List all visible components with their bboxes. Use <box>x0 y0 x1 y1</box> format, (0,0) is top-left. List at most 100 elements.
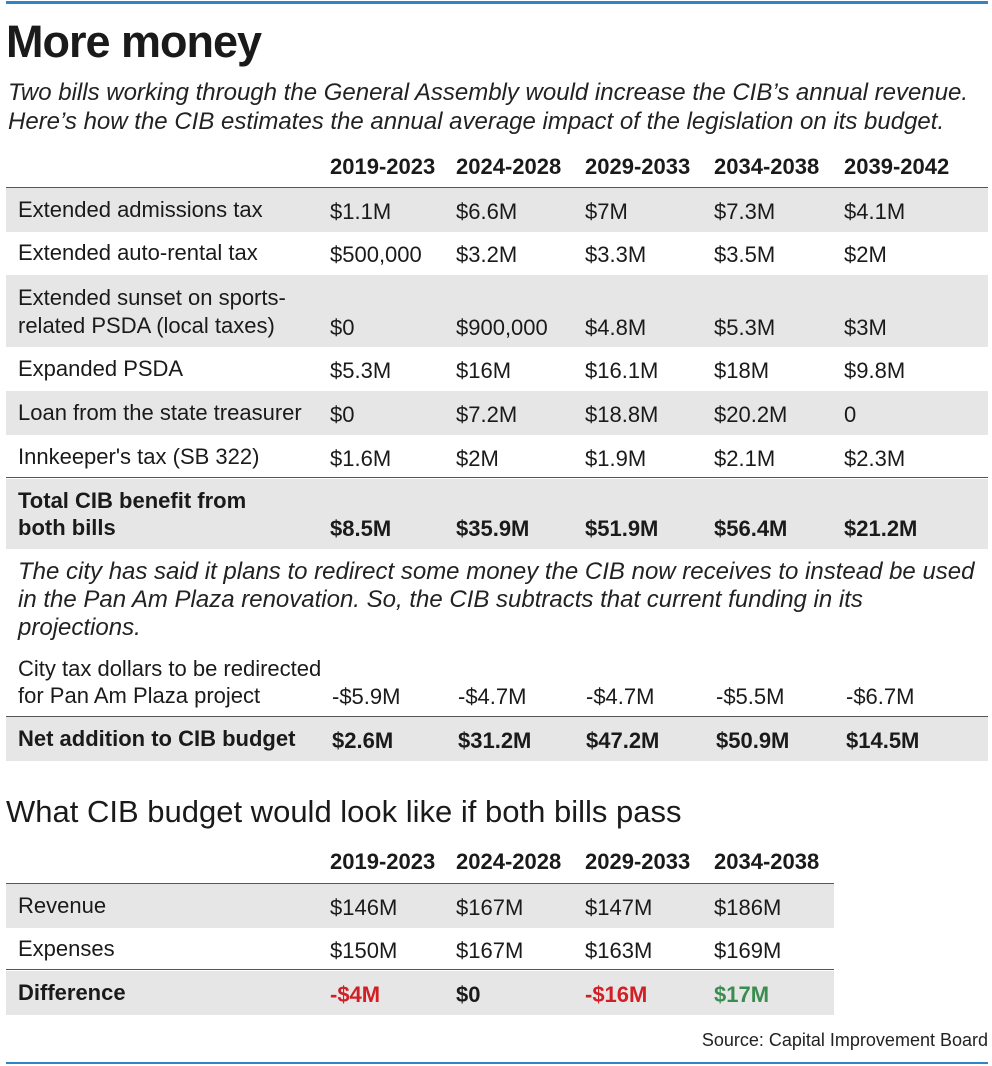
table-cell: $150M <box>330 938 398 963</box>
row-label: Net addition to CIB budget <box>18 726 296 751</box>
column-header: 2019-2023 <box>330 154 436 179</box>
table-cell: -$16M <box>585 982 648 1007</box>
table-cell: $16M <box>456 358 512 383</box>
table-row: Innkeeper's tax (SB 322) $1.6M $2M $1.9M… <box>6 435 988 478</box>
difference-row: Difference -$4M $0 -$16M $17M <box>6 971 834 1015</box>
row-label: Total CIB benefit from <box>18 488 247 513</box>
column-header: 2034-2038 <box>714 849 820 874</box>
table-cell: -$5.5M <box>716 684 785 709</box>
table-row: Expenses $150M $167M $163M $169M <box>6 927 834 970</box>
table-cell: $3.3M <box>585 242 647 267</box>
table-cell: $500,000 <box>330 242 422 267</box>
table-cell: $0 <box>330 315 355 340</box>
redirect-note: The city has said it plans to redirect s… <box>18 558 975 641</box>
table-cell: $4.1M <box>844 199 906 224</box>
table-cell: $7.2M <box>456 402 518 427</box>
row-label: related PSDA (local taxes) <box>18 313 275 338</box>
table-cell: $2M <box>456 446 499 471</box>
budget-table-header: 2019-2023 2024-2028 2029-2033 2034-2038 <box>6 845 834 881</box>
table-cell: $6.6M <box>456 199 518 224</box>
table-row: Extended auto-rental tax $500,000 $3.2M … <box>6 231 988 275</box>
table-cell: $21.2M <box>844 516 918 541</box>
table-cell: $900,000 <box>456 315 548 340</box>
table-cell: $18.8M <box>585 402 659 427</box>
table-cell: $17M <box>714 982 770 1007</box>
table-cell: $31.2M <box>458 728 532 753</box>
table-cell: $47.2M <box>586 728 660 753</box>
row-label: both bills <box>18 515 116 540</box>
column-header: 2029-2033 <box>585 849 691 874</box>
table-cell: $1.9M <box>585 446 647 471</box>
table-cell: $9.8M <box>844 358 906 383</box>
table-row: Extended admissions tax $1.1M $6.6M $7M … <box>6 187 988 232</box>
row-label: Extended sunset on sports- <box>18 285 286 310</box>
table-cell: $3M <box>844 315 887 340</box>
table-cell: $2.1M <box>714 446 776 471</box>
table-cell: $7.3M <box>714 199 776 224</box>
table-cell: $3.5M <box>714 242 776 267</box>
table-cell: $8.5M <box>330 516 392 541</box>
total-row: Total CIB benefit from both bills $8.5M … <box>6 479 988 549</box>
table-cell: $35.9M <box>456 516 530 541</box>
table-row: Expanded PSDA $5.3M $16M $16.1M $18M $9.… <box>6 347 988 391</box>
table-cell: $163M <box>585 938 653 963</box>
table-cell: $51.9M <box>585 516 659 541</box>
column-header: 2029-2033 <box>585 154 691 179</box>
table-cell: $1.1M <box>330 199 392 224</box>
table-cell: $7M <box>585 199 628 224</box>
source-credit: Source: Capital Improvement Board <box>701 1030 988 1050</box>
table-cell: $50.9M <box>716 728 790 753</box>
table-cell: $2M <box>844 242 887 267</box>
table-cell: $5.3M <box>330 358 392 383</box>
row-label: for Pan Am Plaza project <box>18 683 261 708</box>
row-label: Expanded PSDA <box>18 356 184 381</box>
row-label: Revenue <box>18 893 107 918</box>
table-cell: 0 <box>844 402 857 427</box>
table-cell: $186M <box>714 895 782 920</box>
table-cell: $169M <box>714 938 782 963</box>
table-cell: $14.5M <box>846 728 920 753</box>
table-cell: $167M <box>456 895 524 920</box>
table-cell: $147M <box>585 895 653 920</box>
column-header: 2019-2023 <box>330 849 436 874</box>
table-cell: $4.8M <box>585 315 647 340</box>
redirect-row: City tax dollars to be redirected for Pa… <box>6 652 988 714</box>
table-cell: -$4.7M <box>458 684 527 709</box>
column-header: 2039-2042 <box>844 154 950 179</box>
budget-subtitle: What CIB budget would look like if both … <box>6 794 682 829</box>
table-row: Extended sunset on sports- related PSDA … <box>6 275 988 347</box>
row-label: City tax dollars to be redirected <box>18 656 322 681</box>
table-cell: -$4.7M <box>586 684 655 709</box>
table-cell: $146M <box>330 895 398 920</box>
impact-table-header: 2019-2023 2024-2028 2029-2033 2034-2038 … <box>6 150 988 186</box>
bottom-accent-rule <box>6 1062 988 1064</box>
page-title: More money <box>6 16 262 67</box>
table-cell: $1.6M <box>330 446 392 471</box>
column-header: 2034-2038 <box>714 154 820 179</box>
column-header: 2024-2028 <box>456 849 562 874</box>
table-cell: $56.4M <box>714 516 788 541</box>
table-cell: $0 <box>330 402 355 427</box>
column-header: 2024-2028 <box>456 154 562 179</box>
net-row: Net addition to CIB budget $2.6M $31.2M … <box>6 716 988 761</box>
table-cell: $3.2M <box>456 242 518 267</box>
row-label: Innkeeper's tax (SB 322) <box>18 444 260 469</box>
table-cell: $5.3M <box>714 315 776 340</box>
table-cell: $2.6M <box>332 728 394 753</box>
row-label: Extended admissions tax <box>18 197 263 222</box>
row-label: Difference <box>18 980 126 1005</box>
table-cell: $16.1M <box>585 358 659 383</box>
table-cell: $18M <box>714 358 770 383</box>
table-cell: -$6.7M <box>846 684 915 709</box>
table-row: Revenue $146M $167M $147M $186M <box>6 883 834 928</box>
row-label: Loan from the state treasurer <box>18 400 302 425</box>
table-cell: $2.3M <box>844 446 906 471</box>
intro-text: Two bills working through the General As… <box>8 79 969 135</box>
row-label: Extended auto-rental tax <box>18 240 258 265</box>
top-accent-rule <box>6 1 988 4</box>
table-cell: $0 <box>456 982 481 1007</box>
table-cell: $167M <box>456 938 524 963</box>
table-cell: -$4M <box>330 982 381 1007</box>
row-label: Expenses <box>18 936 115 961</box>
table-cell: $20.2M <box>714 402 788 427</box>
